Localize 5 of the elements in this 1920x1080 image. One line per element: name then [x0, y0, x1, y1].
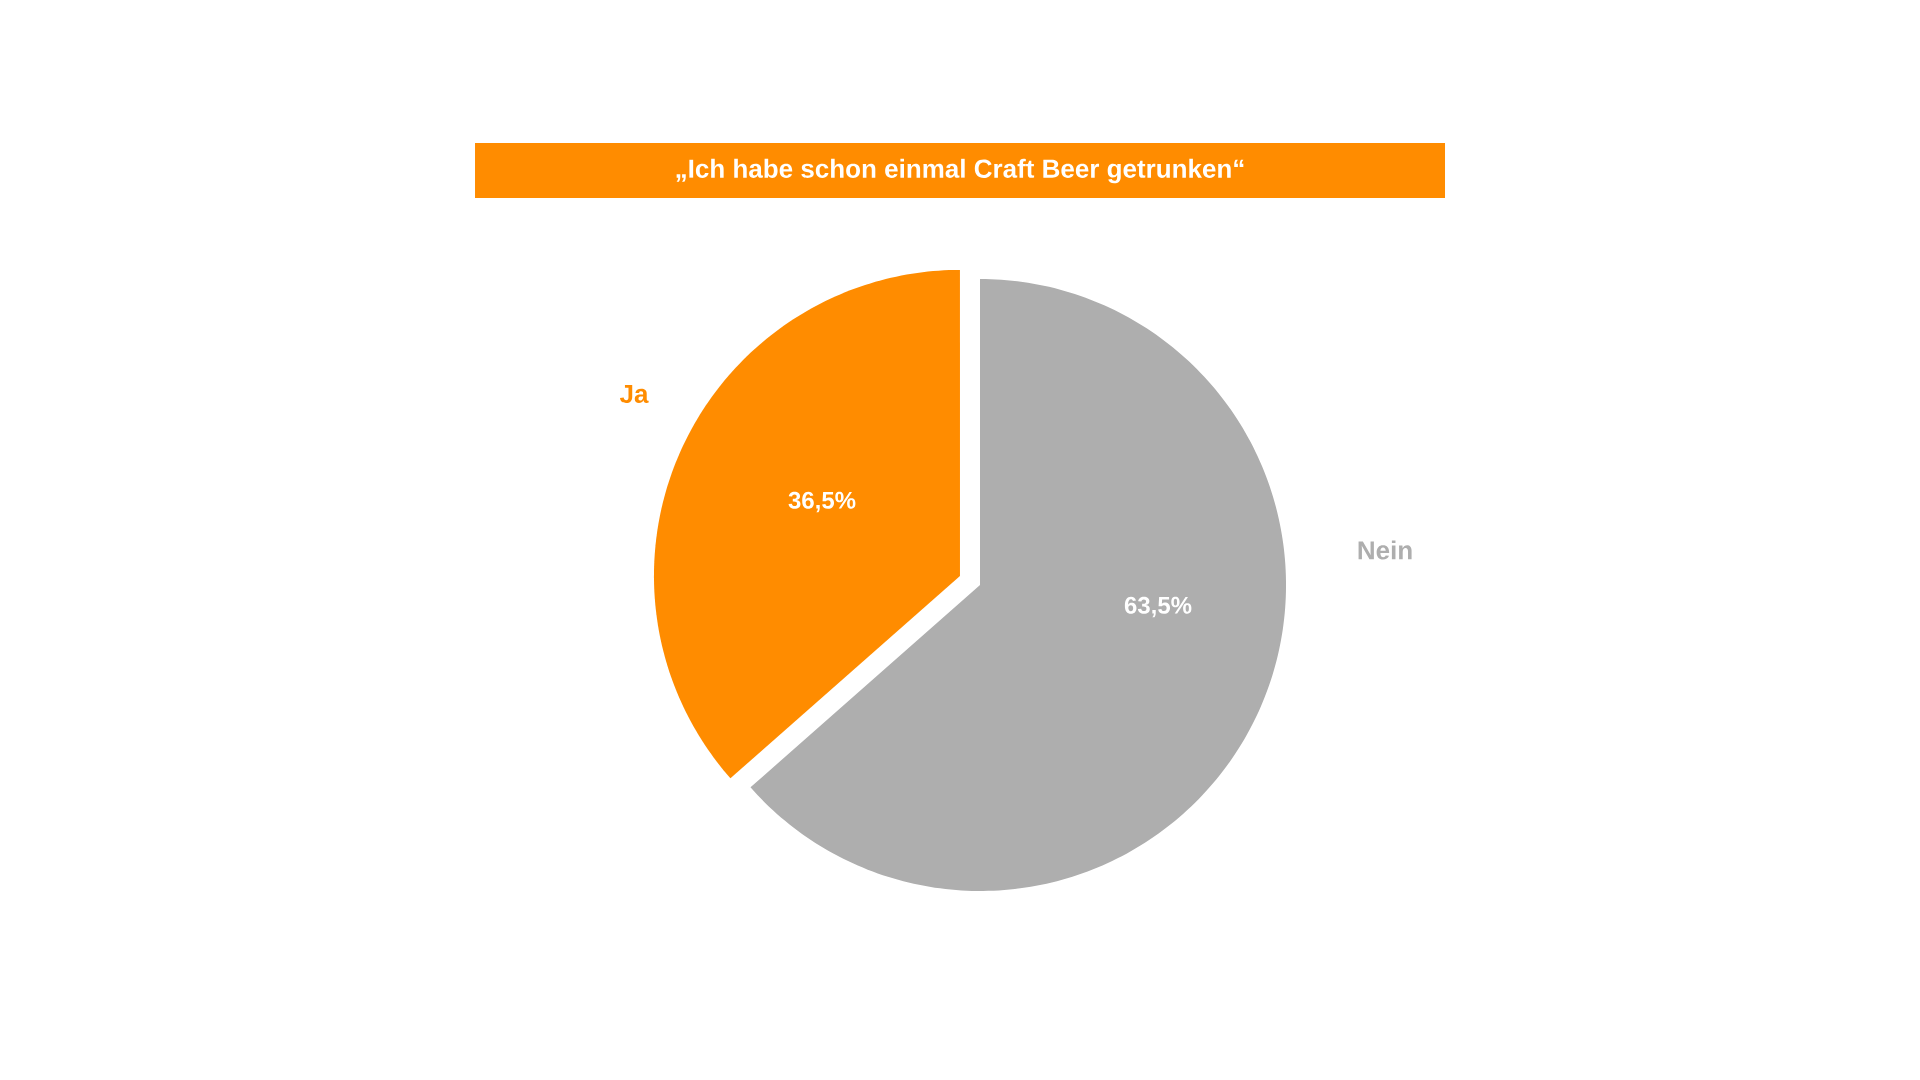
slice-label: Ja — [619, 384, 649, 404]
chart-title: „Ich habe schon einmal Craft Beer getrunken“ — [676, 158, 1244, 184]
data-label: 36,5% — [788, 491, 856, 513]
data-label: 63,5% — [1124, 596, 1192, 618]
slice-label: Nein — [1358, 540, 1412, 560]
